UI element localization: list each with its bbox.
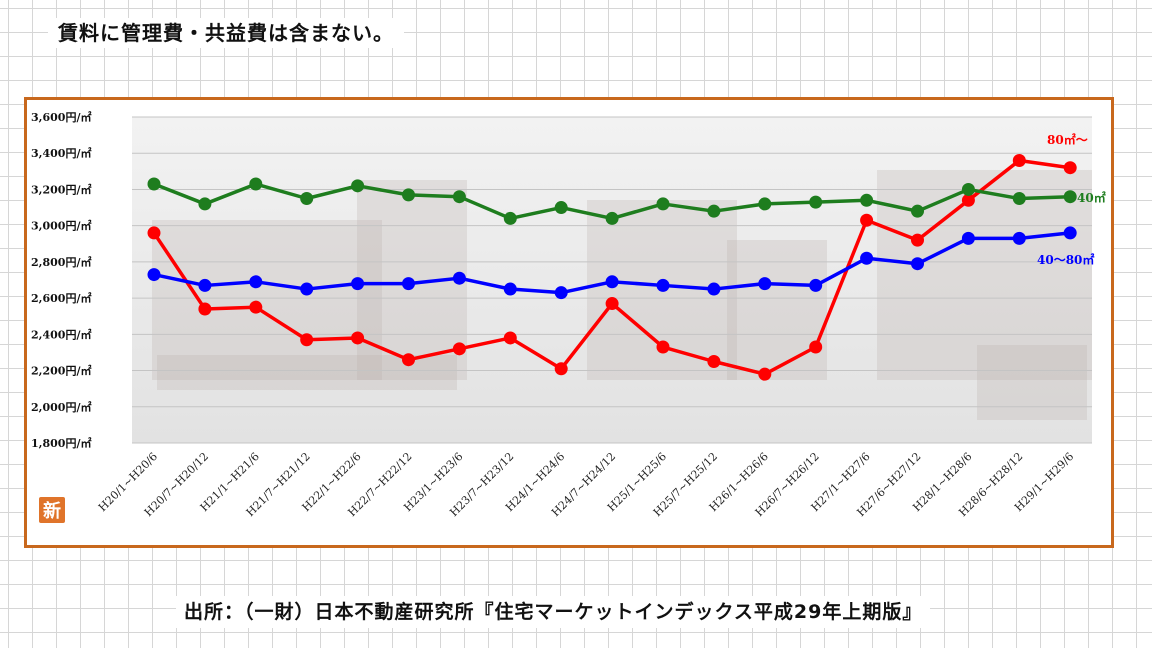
y-tick-label: 3,000円/㎡ xyxy=(31,219,91,233)
data-point xyxy=(198,302,212,316)
data-point xyxy=(452,271,466,285)
data-point xyxy=(605,211,619,225)
data-point xyxy=(860,251,874,265)
data-point xyxy=(809,195,823,209)
data-point xyxy=(402,353,415,367)
data-point xyxy=(147,268,161,282)
data-point xyxy=(656,197,670,211)
data-point xyxy=(1063,161,1077,175)
data-point xyxy=(351,179,365,193)
data-point xyxy=(402,188,415,202)
data-point xyxy=(503,282,517,296)
data-point xyxy=(300,192,314,205)
data-point xyxy=(656,278,670,292)
data-point xyxy=(452,190,466,204)
data-point xyxy=(1012,153,1026,167)
data-point xyxy=(1012,192,1026,205)
rent-trend-chart: 3,600円/㎡ 3,400円/㎡ 3,200円/㎡ 3,000円/㎡ 2,800円/㎡… xyxy=(31,110,1106,523)
source-citation: 出所：（一財）日本不動産研究所『住宅マーケットインデックス平成29年上期版』 xyxy=(176,596,931,628)
data-point xyxy=(198,197,212,211)
data-point xyxy=(809,340,823,354)
data-point xyxy=(707,204,721,218)
data-point xyxy=(1063,190,1077,204)
background-building xyxy=(727,240,827,380)
data-point xyxy=(351,331,365,345)
data-point xyxy=(911,233,924,247)
y-tick-label: 2,400円/㎡ xyxy=(31,327,91,341)
data-point xyxy=(249,300,263,314)
y-tick-label: 2,600円/㎡ xyxy=(31,291,91,305)
y-tick-label: 2,000円/㎡ xyxy=(31,400,91,414)
background-building xyxy=(152,220,382,380)
background-building xyxy=(877,170,1092,380)
data-point xyxy=(860,193,874,207)
series-name-label: 40㎡ xyxy=(1077,190,1106,205)
data-point xyxy=(809,278,823,292)
data-point xyxy=(554,362,568,376)
data-point xyxy=(300,333,314,347)
data-point xyxy=(961,231,975,245)
y-tick-label: 1,800円/㎡ xyxy=(31,436,91,450)
data-point xyxy=(860,213,874,227)
data-point xyxy=(707,355,721,368)
data-point xyxy=(147,177,161,191)
data-point xyxy=(300,282,314,296)
data-point xyxy=(1063,226,1077,240)
chart-frame: 3,600円/㎡ 3,400円/㎡ 3,200円/㎡ 3,000円/㎡ 2,800円/㎡… xyxy=(24,97,1114,548)
y-tick-label: 3,600円/㎡ xyxy=(31,110,91,124)
data-point xyxy=(554,286,568,300)
data-point xyxy=(503,211,517,225)
data-point xyxy=(961,182,975,196)
data-point xyxy=(554,201,568,215)
y-tick-label: 3,200円/㎡ xyxy=(31,182,91,196)
new-badge-text: 新 xyxy=(43,500,61,522)
rent-note: 賃料に管理費・共益費は含まない。 xyxy=(48,18,404,48)
data-point xyxy=(198,278,212,292)
y-tick-label: 2,800円/㎡ xyxy=(31,255,91,269)
data-point xyxy=(249,275,263,289)
data-point xyxy=(503,331,517,345)
data-point xyxy=(249,177,263,191)
data-point xyxy=(961,193,975,207)
series-name-label: 80㎡～ xyxy=(1047,132,1088,147)
data-point xyxy=(1012,231,1026,245)
data-point xyxy=(147,226,161,240)
data-point xyxy=(911,257,924,271)
data-point xyxy=(351,277,365,291)
data-point xyxy=(758,277,772,291)
data-point xyxy=(758,367,772,381)
data-point xyxy=(605,297,619,311)
data-point xyxy=(758,197,772,211)
data-point xyxy=(656,340,670,354)
y-tick-label: 2,200円/㎡ xyxy=(31,364,91,378)
data-point xyxy=(402,277,415,291)
data-point xyxy=(707,282,721,296)
new-badge xyxy=(39,497,65,523)
data-point xyxy=(911,204,924,218)
data-point xyxy=(605,275,619,289)
series-name-label: 40～80㎡ xyxy=(1037,252,1094,267)
data-point xyxy=(452,342,466,356)
y-tick-label: 3,400円/㎡ xyxy=(31,146,91,160)
background-building xyxy=(977,345,1087,420)
